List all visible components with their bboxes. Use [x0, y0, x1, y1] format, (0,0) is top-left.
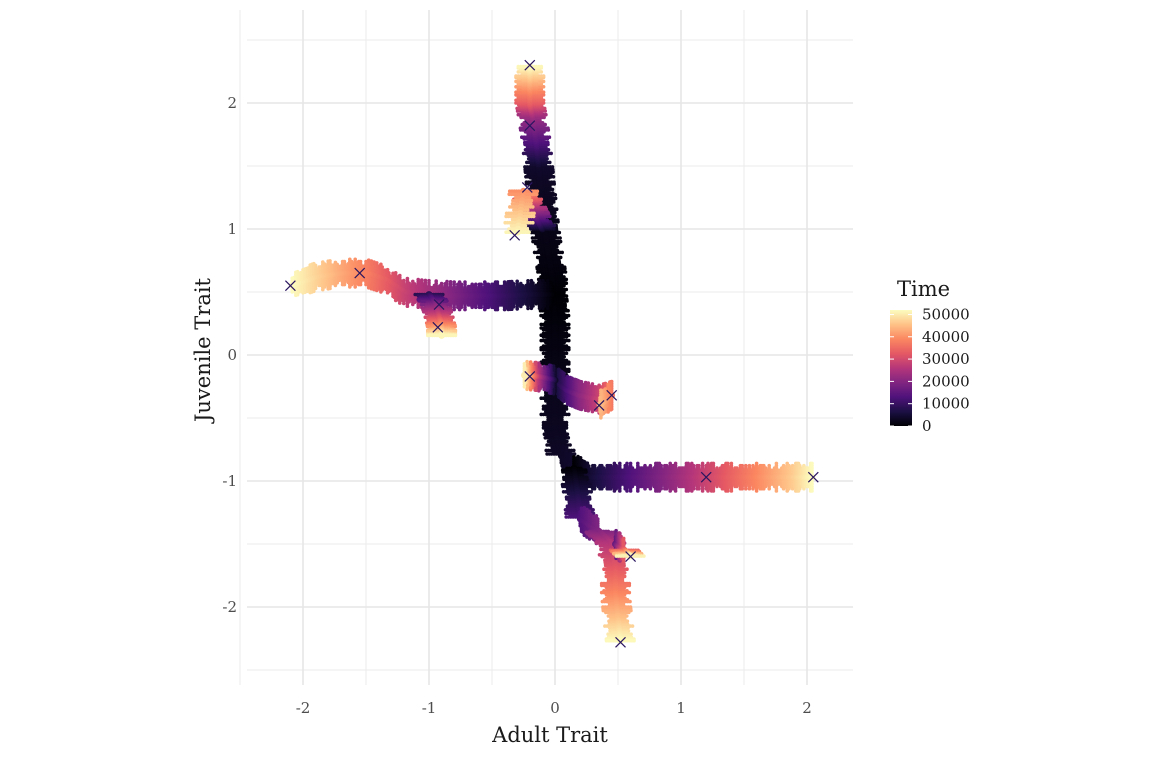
data-point — [548, 160, 552, 165]
data-point — [550, 165, 555, 169]
data-point — [564, 335, 569, 339]
data-point — [525, 208, 530, 212]
data-point — [558, 255, 563, 260]
data-point — [353, 285, 358, 289]
data-point — [537, 306, 542, 311]
data-point — [531, 220, 535, 225]
data-point — [525, 227, 530, 231]
data-point — [531, 205, 535, 209]
data-point — [558, 239, 563, 244]
data-point — [340, 282, 345, 287]
data-point — [562, 265, 567, 270]
data-point — [532, 211, 536, 216]
data-point — [452, 307, 457, 312]
data-points — [288, 63, 816, 645]
data-point — [543, 205, 548, 210]
data-point — [563, 304, 567, 308]
data-point — [502, 307, 507, 312]
data-point — [547, 135, 552, 139]
data-point — [567, 369, 571, 374]
data-point — [411, 302, 415, 307]
data-point — [326, 287, 331, 291]
data-point — [557, 230, 562, 235]
data-point — [535, 189, 540, 193]
data-point — [564, 287, 569, 292]
data-point — [552, 223, 557, 228]
data-point — [529, 202, 533, 206]
data-point — [535, 192, 539, 197]
data-point — [560, 250, 564, 255]
data-point — [551, 191, 555, 195]
data-point — [456, 305, 460, 310]
data-point — [529, 306, 534, 311]
data-point — [565, 299, 569, 303]
data-point — [463, 307, 467, 312]
data-point — [567, 322, 571, 327]
data-point — [550, 205, 554, 210]
data-point — [348, 285, 352, 289]
data-point — [402, 301, 406, 306]
data-point — [564, 294, 569, 298]
data-point — [553, 214, 557, 219]
data-point — [539, 64, 544, 69]
data-point — [531, 214, 536, 219]
data-point — [515, 307, 519, 311]
data-point — [560, 263, 564, 268]
data-point — [552, 180, 556, 184]
data-point — [385, 290, 390, 295]
data-point — [566, 436, 571, 440]
data-point — [567, 412, 571, 417]
data-point — [549, 151, 553, 156]
data-point — [477, 305, 482, 310]
data-point — [568, 443, 572, 447]
data-point — [564, 351, 569, 356]
data-point — [564, 277, 569, 282]
data-point — [564, 281, 569, 286]
data-point — [483, 307, 487, 312]
data-point — [416, 305, 421, 310]
data-point — [523, 224, 528, 228]
data-point — [398, 301, 402, 305]
data-point — [567, 362, 571, 366]
data-point — [541, 74, 546, 78]
data-point — [566, 308, 570, 313]
data-point — [546, 126, 550, 130]
data-point — [554, 207, 559, 211]
data-point — [527, 195, 532, 200]
data-point — [393, 298, 398, 303]
data-point — [544, 112, 548, 117]
data-point — [524, 217, 529, 222]
data-point — [364, 282, 368, 287]
data-point — [562, 275, 566, 279]
data-point — [321, 287, 325, 292]
data-point — [527, 230, 531, 234]
data-point — [572, 448, 576, 453]
data-point — [567, 338, 571, 343]
data-point — [567, 347, 571, 352]
data-point — [526, 306, 530, 311]
data-point — [366, 286, 371, 290]
data-point — [555, 248, 560, 253]
data-point — [539, 197, 544, 202]
data-point — [556, 218, 560, 222]
data-point — [391, 294, 395, 299]
data-point — [546, 140, 550, 145]
data-point — [563, 270, 568, 274]
data-point — [545, 306, 550, 311]
data-point — [564, 328, 569, 332]
data-point — [405, 304, 410, 309]
data-point — [529, 198, 534, 203]
data-point — [558, 236, 562, 240]
data-point — [553, 196, 558, 201]
data-point — [526, 63, 534, 70]
